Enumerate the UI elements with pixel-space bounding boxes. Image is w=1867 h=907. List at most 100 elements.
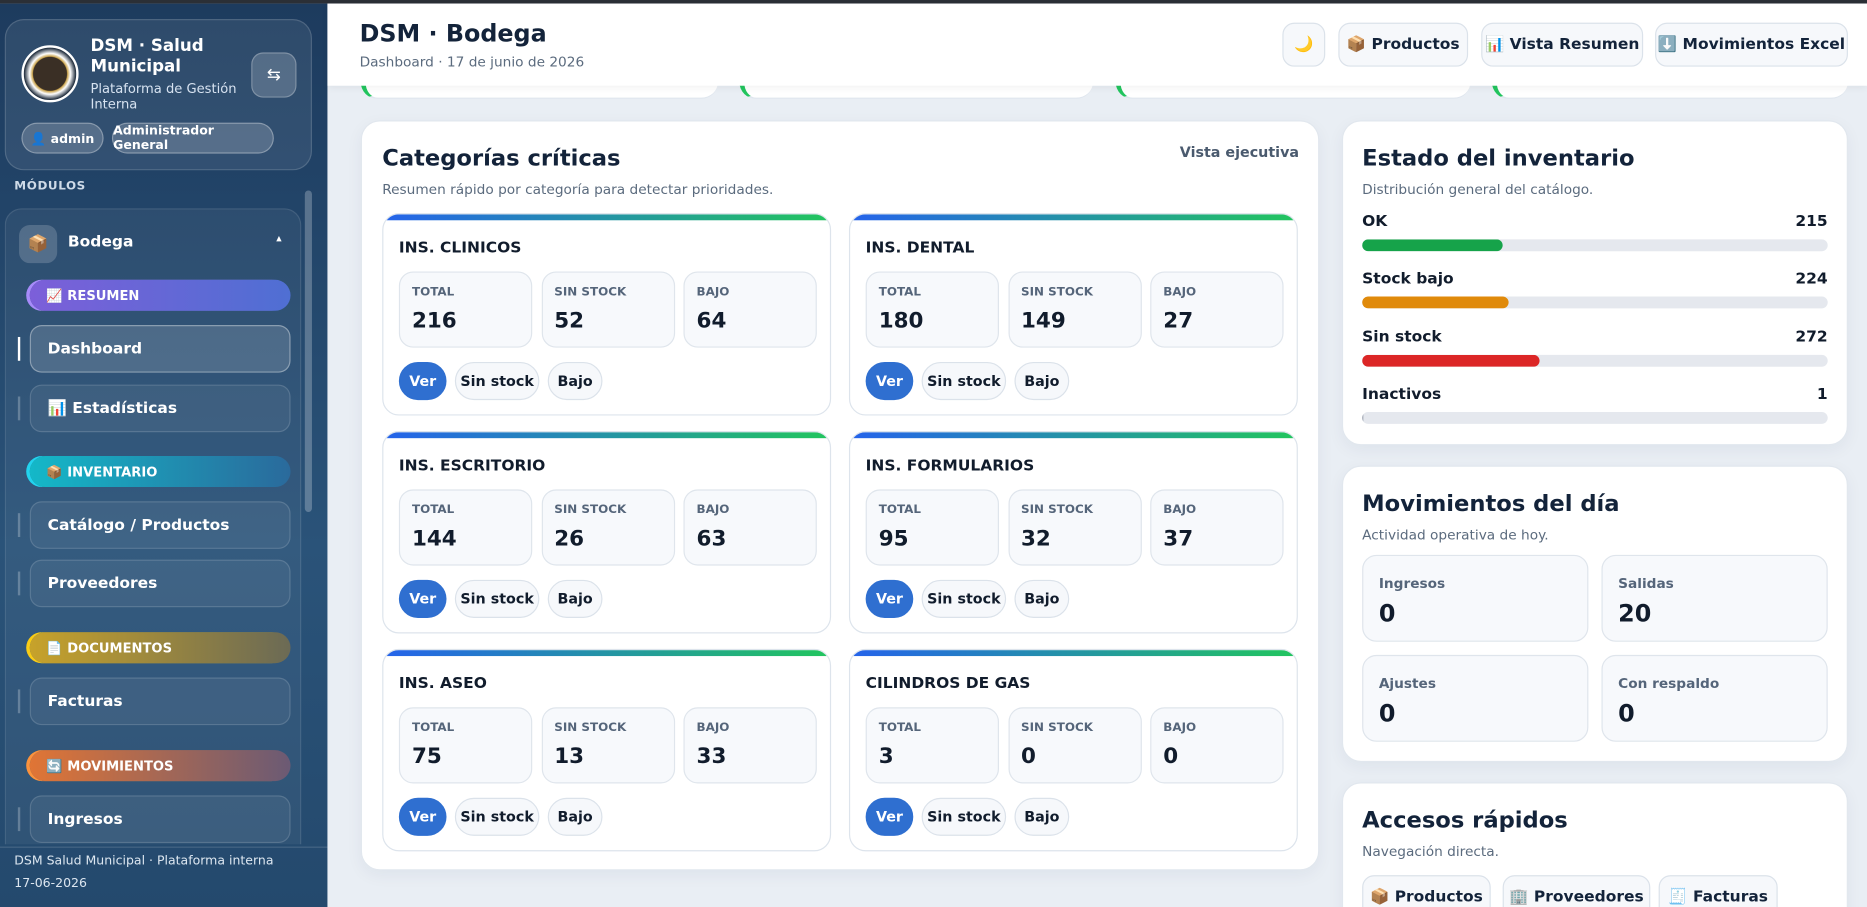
scrollbar bbox=[304, 190, 312, 512]
movement-label: Salidas bbox=[1618, 575, 1674, 592]
nav-item[interactable]: Dashboard bbox=[29, 325, 291, 373]
quick-access-card: Accesos rápidos Navegación directa. 📦 Prod… bbox=[1341, 782, 1848, 907]
category-accent bbox=[850, 650, 1297, 657]
inventory-value: 224 bbox=[1795, 270, 1828, 289]
nav-section: 🔄 MOVIMIENTOS bbox=[29, 750, 291, 782]
stat-label: TOTAL bbox=[411, 503, 455, 517]
inventory-value: 215 bbox=[1795, 213, 1828, 231]
header-button[interactable]: 📊 Vista Resumen bbox=[1481, 22, 1644, 67]
action-button[interactable]: Sin stock bbox=[454, 797, 540, 836]
movement-value: 0 bbox=[1378, 698, 1396, 728]
quick-title: Accesos rápidos bbox=[1362, 807, 1568, 834]
stat-label: BAJO bbox=[1163, 285, 1197, 299]
action-button[interactable]: Ver bbox=[865, 797, 914, 836]
movement-label: Ingresos bbox=[1378, 575, 1446, 592]
stat-box: SIN STOCK 26 bbox=[541, 489, 675, 566]
nav-indicator bbox=[17, 336, 21, 361]
action-button[interactable]: Sin stock bbox=[454, 361, 540, 401]
nav-item[interactable]: Catálogo / Productos bbox=[29, 501, 291, 549]
nav-item[interactable]: Facturas bbox=[29, 677, 291, 726]
header-button[interactable]: ⬇️ Movimientos Excel bbox=[1655, 22, 1848, 67]
action-button[interactable]: Ver bbox=[398, 579, 447, 618]
category-name: INS. CLINICOS bbox=[398, 239, 522, 258]
action-button[interactable]: Ver bbox=[865, 579, 914, 618]
nav: 📦 Bodega ▴ 📈 RESUMEN Dashboard 📊 Estadísticas… bbox=[4, 191, 303, 845]
stat-value: 26 bbox=[554, 526, 585, 552]
nav-section: 📄 DOCUMENTOS bbox=[29, 632, 291, 664]
brand-title: DSM · Salud Municipal bbox=[90, 36, 204, 77]
category-card: INS. CLINICOS TOTAL 216 SIN STOCK 52 BAJO 64 Ve… bbox=[382, 213, 832, 416]
sidebar-toggle[interactable]: ⇆ bbox=[251, 52, 297, 98]
stat-value: 13 bbox=[554, 744, 585, 770]
movement-box: Ajustes 0 bbox=[1362, 654, 1589, 742]
header: DSM · Bodega Dashboard · 17 de junio de 2… bbox=[327, 3, 1867, 86]
nav-item[interactable]: Ingresos bbox=[29, 795, 291, 844]
quick-button[interactable]: 📦 Productos bbox=[1362, 875, 1491, 907]
action-button[interactable]: Bajo bbox=[1014, 797, 1070, 836]
logo bbox=[21, 45, 79, 103]
header-button[interactable]: 🌙 bbox=[1282, 22, 1326, 67]
action-button[interactable]: Sin stock bbox=[921, 579, 1007, 618]
stat-label: BAJO bbox=[1163, 721, 1197, 735]
stat-box: TOTAL 180 bbox=[865, 271, 999, 348]
action-button[interactable]: Ver bbox=[398, 797, 447, 836]
action-button[interactable]: Sin stock bbox=[921, 361, 1007, 401]
top-strip bbox=[0, 0, 1867, 4]
stat-label: BAJO bbox=[696, 285, 730, 299]
stat-box: SIN STOCK 32 bbox=[1007, 489, 1142, 566]
stat-label: BAJO bbox=[1163, 503, 1197, 517]
movement-label: Ajustes bbox=[1378, 675, 1437, 692]
quick-button[interactable]: 🏢 Proveedores bbox=[1502, 875, 1651, 907]
action-button[interactable]: Bajo bbox=[547, 579, 603, 618]
role-pill: Administrador General bbox=[111, 122, 274, 154]
stat-label: BAJO bbox=[696, 721, 730, 735]
footer-date: 17-06-2026 bbox=[14, 876, 87, 891]
header-subtitle: Dashboard · 17 de junio de 2026 bbox=[359, 53, 585, 71]
quick-button[interactable]: 🧾 Facturas bbox=[1658, 875, 1778, 907]
nav-indicator bbox=[17, 689, 21, 714]
inventory-label: Sin stock bbox=[1362, 328, 1442, 347]
category-card: INS. FORMULARIOS TOTAL 95 SIN STOCK 32 BAJO 37… bbox=[848, 431, 1298, 634]
stat-value: 37 bbox=[1163, 526, 1194, 552]
category-card: INS. ESCRITORIO TOTAL 144 SIN STOCK 26 BAJO 63… bbox=[382, 431, 832, 634]
stat-value: 149 bbox=[1021, 308, 1066, 334]
categories-link[interactable]: Vista ejecutiva bbox=[1179, 144, 1300, 161]
nav-section: 📦 INVENTARIO bbox=[29, 456, 291, 487]
module-name[interactable]: Bodega bbox=[67, 233, 134, 252]
inventory-card: Estado del inventario Distribución genera… bbox=[1341, 120, 1848, 446]
categories-subtitle: Resumen rápido por categoría para detect… bbox=[382, 180, 774, 198]
inventory-label: Inactivos bbox=[1362, 385, 1442, 404]
action-button[interactable]: Ver bbox=[865, 361, 914, 401]
action-button[interactable]: Bajo bbox=[1014, 361, 1070, 401]
action-button[interactable]: Bajo bbox=[547, 797, 603, 836]
inventory-title: Estado del inventario bbox=[1362, 145, 1635, 172]
action-button[interactable]: Ver bbox=[398, 361, 447, 401]
stat-box: BAJO 0 bbox=[1150, 707, 1284, 784]
stat-label: TOTAL bbox=[878, 503, 921, 517]
category-name: CILINDROS DE GAS bbox=[865, 675, 1031, 693]
nav-panel: 📦 Bodega ▴ 📈 RESUMEN Dashboard 📊 Estadísticas… bbox=[4, 208, 302, 845]
inventory-track bbox=[1362, 239, 1828, 252]
stat-box: SIN STOCK 149 bbox=[1007, 271, 1142, 348]
inventory-bar bbox=[1362, 296, 1509, 309]
category-accent bbox=[383, 214, 830, 221]
action-button[interactable]: Bajo bbox=[1014, 579, 1070, 618]
category-card: CILINDROS DE GAS TOTAL 3 SIN STOCK 0 BAJO 0 Ver… bbox=[848, 648, 1298, 852]
stat-box: TOTAL 75 bbox=[398, 707, 533, 784]
category-name: INS. FORMULARIOS bbox=[865, 457, 1035, 476]
category-name: INS. DENTAL bbox=[865, 239, 975, 258]
action-button[interactable]: Sin stock bbox=[921, 797, 1007, 836]
stat-box: TOTAL 144 bbox=[398, 489, 533, 566]
modules-label: MÓDULOS bbox=[14, 179, 86, 193]
action-button[interactable]: Sin stock bbox=[454, 579, 540, 618]
header-button[interactable]: 📦 Productos bbox=[1338, 22, 1469, 67]
stat-value: 0 bbox=[1163, 744, 1179, 770]
action-button[interactable]: Bajo bbox=[547, 361, 603, 401]
nav-item[interactable]: Proveedores bbox=[29, 559, 291, 608]
nav-indicator bbox=[17, 513, 21, 538]
category-accent bbox=[383, 650, 830, 657]
stat-label: SIN STOCK bbox=[554, 503, 627, 517]
stat-value: 33 bbox=[696, 744, 727, 770]
inventory-label: OK bbox=[1362, 213, 1388, 231]
nav-item[interactable]: 📊 Estadísticas bbox=[29, 384, 291, 433]
